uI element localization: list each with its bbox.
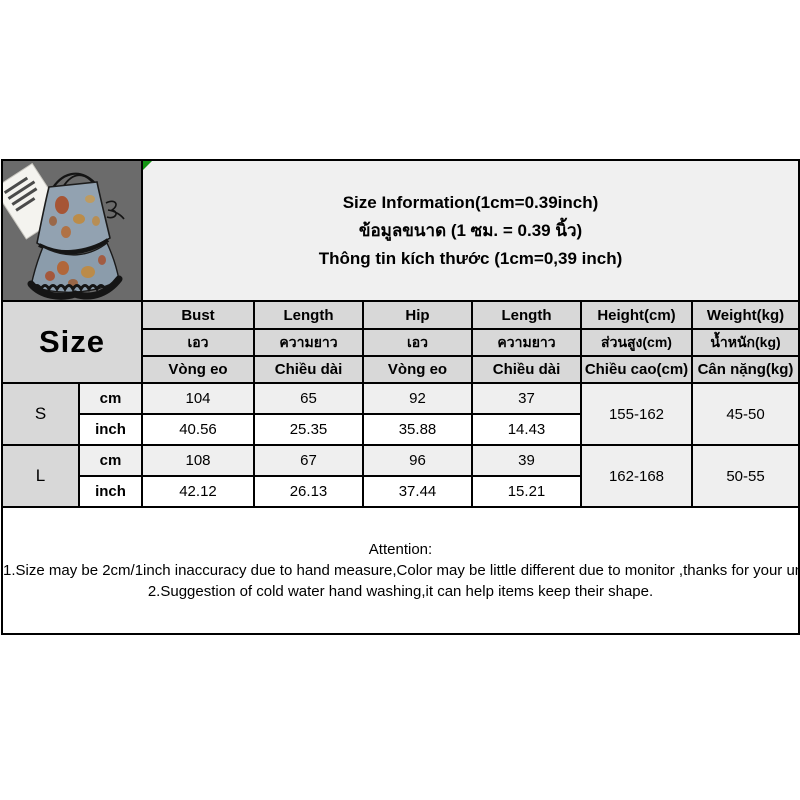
- attention-note-2: 2.Suggestion of cold water hand washing,…: [147, 583, 654, 600]
- col-header-bust-vi: Vòng eo: [141, 355, 255, 384]
- size-s-label: S: [1, 382, 80, 446]
- col-header-bust-th: เอว: [141, 328, 255, 357]
- col-header-hip-vi: Vòng eo: [362, 355, 473, 384]
- attention-section: Attention: 1.Size may be 2cm/1inch inacc…: [1, 506, 800, 635]
- col-header-hip: Hip: [362, 300, 473, 330]
- l-length2-cm: 39: [471, 444, 582, 477]
- attention-note-1: 1.Size may be 2cm/1inch inaccuracy due t…: [3, 562, 799, 579]
- shorts-graphic: [27, 241, 123, 299]
- col-header-height-th: ส่วนสูง(cm): [580, 328, 693, 357]
- unit-cm-label: cm: [78, 444, 143, 477]
- product-photo: [1, 159, 143, 302]
- product-photo-drawing: [4, 162, 139, 299]
- title-thai: ข้อมูลขนาด (1 ซม. = 0.39 นิ้ว): [358, 220, 583, 240]
- col-header-weight-th: น้ำหนัก(kg): [691, 328, 800, 357]
- title-cell: Size Information(1cm=0.39inch) ข้อมูลขนา…: [141, 159, 800, 302]
- l-length2-inch: 15.21: [471, 475, 582, 508]
- s-bust-inch: 40.56: [141, 413, 255, 446]
- col-header-length1-th: ความยาว: [253, 328, 364, 357]
- col-header-length2-vi: Chiều dài: [471, 355, 582, 384]
- s-length1-inch: 25.35: [253, 413, 364, 446]
- l-hip-inch: 37.44: [362, 475, 473, 508]
- col-header-weight: Weight(kg): [691, 300, 800, 330]
- table-row: S cm 104 65 92 37 155-162 45-50: [1, 382, 800, 446]
- l-bust-cm: 108: [141, 444, 255, 477]
- col-header-length1-vi: Chiều dài: [253, 355, 364, 384]
- table-row: inch 40.56 25.35 35.88 14.43: [2, 413, 799, 446]
- s-bust-cm: 104: [141, 382, 255, 415]
- col-header-height-vi: Chiều cao(cm): [580, 355, 693, 384]
- col-header-weight-vi: Cân nặng(kg): [691, 355, 800, 384]
- size-chart-sheet: Size Information(1cm=0.39inch) ข้อมูลขนา…: [1, 159, 800, 635]
- l-length1-cm: 67: [253, 444, 364, 477]
- col-header-hip-th: เอว: [362, 328, 473, 357]
- l-weight-range: 50-55: [691, 444, 800, 508]
- unit-inch-label: inch: [78, 475, 143, 508]
- table-row: L cm 108 67 96 39 162-168 50-55: [1, 444, 800, 508]
- cell-flag-icon: [144, 162, 152, 170]
- size-table: Size Information(1cm=0.39inch) ข้อมูลขนา…: [1, 159, 800, 635]
- col-header-length1: Length: [253, 300, 364, 330]
- s-length2-inch: 14.43: [471, 413, 582, 446]
- title-vietnamese: Thông tin kích thước (1cm=0,39 inch): [318, 248, 623, 268]
- table-row: inch 42.12 26.13 37.44 15.21: [2, 475, 799, 508]
- size-l-label: L: [1, 444, 80, 508]
- s-length2-cm: 37: [471, 382, 582, 415]
- col-header-length2-th: ความยาว: [471, 328, 582, 357]
- col-header-length2: Length: [471, 300, 582, 330]
- l-length1-inch: 26.13: [253, 475, 364, 508]
- col-header-bust: Bust: [141, 300, 255, 330]
- l-hip-cm: 96: [362, 444, 473, 477]
- col-header-height: Height(cm): [580, 300, 693, 330]
- size-corner-cell: Size: [1, 300, 143, 384]
- title-english: Size Information(1cm=0.39inch): [342, 192, 599, 212]
- s-hip-cm: 92: [362, 382, 473, 415]
- s-weight-range: 45-50: [691, 382, 800, 446]
- attention-heading: Attention:: [368, 541, 433, 558]
- unit-inch-label: inch: [78, 413, 143, 446]
- s-length1-cm: 65: [253, 382, 364, 415]
- l-height-range: 162-168: [580, 444, 693, 508]
- unit-cm-label: cm: [78, 382, 143, 415]
- s-hip-inch: 35.88: [362, 413, 473, 446]
- l-bust-inch: 42.12: [141, 475, 255, 508]
- s-height-range: 155-162: [580, 382, 693, 446]
